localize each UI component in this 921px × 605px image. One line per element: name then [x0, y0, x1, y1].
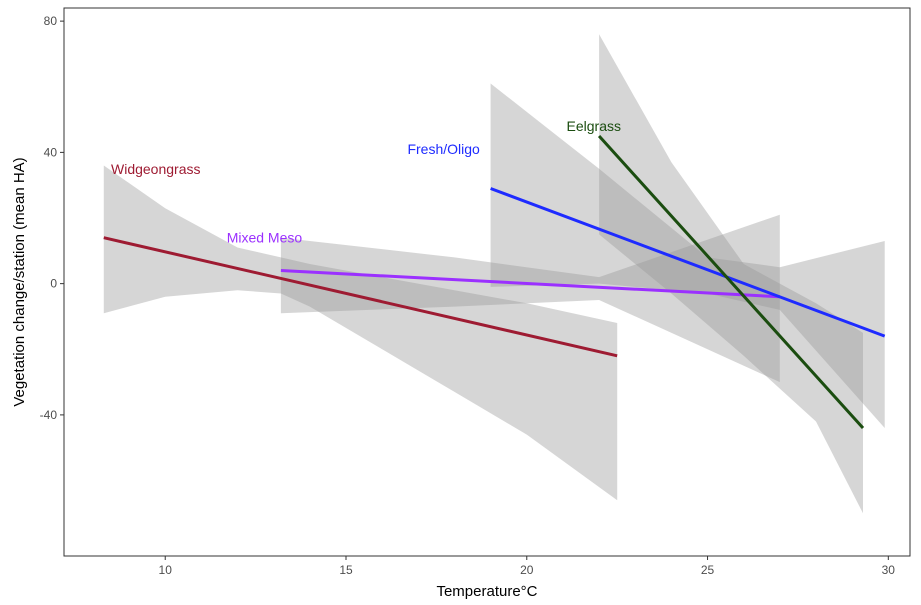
series-label-fresh-oligo: Fresh/Oligo: [407, 141, 480, 157]
x-tick-label: 25: [701, 563, 715, 577]
x-tick-label: 10: [159, 563, 173, 577]
y-tick-label: 40: [44, 145, 58, 159]
x-axis-title: Temperature°C: [436, 583, 537, 600]
y-axis: -40 0 40 80: [40, 14, 64, 422]
y-tick-label: 0: [50, 277, 57, 291]
series-label-mixed-meso: Mixed Meso: [227, 230, 303, 246]
x-tick-label: 30: [882, 563, 896, 577]
series-label-widgeongrass: Widgeongrass: [111, 161, 201, 177]
x-tick-label: 20: [520, 563, 534, 577]
y-tick-label: -40: [40, 408, 58, 422]
series-label-eelgrass: Eelgrass: [567, 118, 621, 134]
y-axis-title: Vegetation change/station (mean HA): [11, 157, 28, 406]
y-tick-label: 80: [44, 14, 58, 28]
x-tick-label: 15: [339, 563, 353, 577]
x-axis: 10 15 20 25 30: [159, 556, 896, 577]
